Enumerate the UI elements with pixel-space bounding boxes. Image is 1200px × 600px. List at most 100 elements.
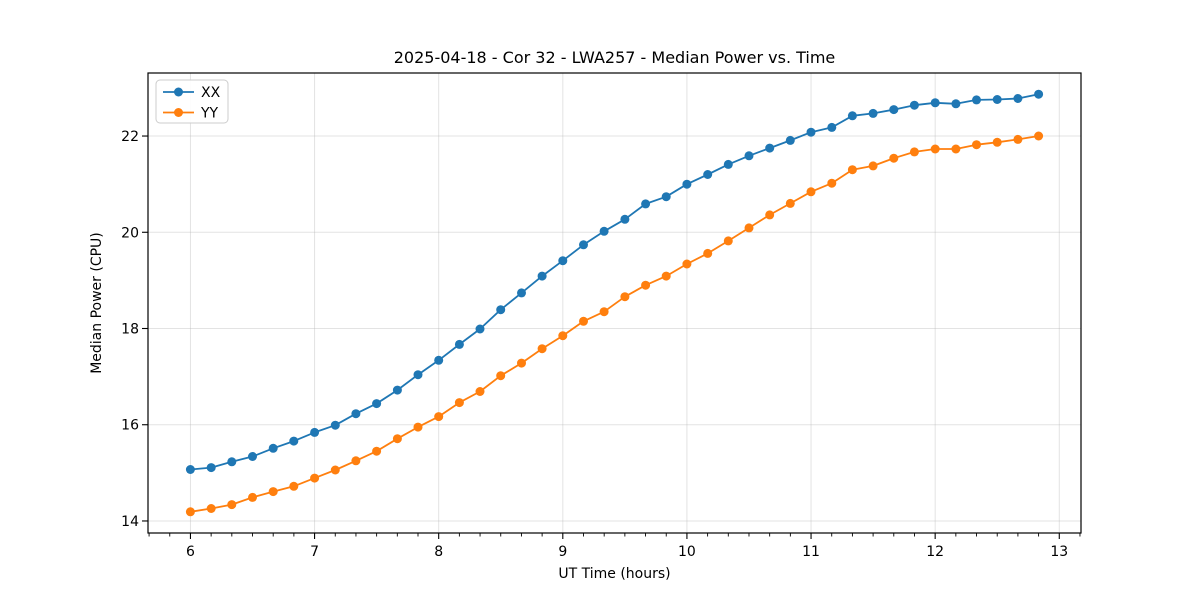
data-point-yy <box>909 147 919 157</box>
data-point-yy <box>330 465 340 475</box>
data-point-yy <box>517 358 526 368</box>
data-point-yy <box>268 487 278 497</box>
data-point-yy <box>289 481 299 491</box>
data-point-xx <box>517 288 526 298</box>
data-point-xx <box>1034 89 1044 99</box>
data-point-xx <box>351 409 361 419</box>
x-tick-label: 6 <box>186 544 195 560</box>
data-point-xx <box>765 143 775 153</box>
data-point-yy <box>185 507 195 517</box>
data-point-xx <box>558 256 568 266</box>
data-point-xx <box>661 192 671 202</box>
data-point-yy <box>599 307 609 317</box>
data-point-xx <box>827 122 837 132</box>
data-point-xx <box>185 465 195 474</box>
y-tick-label: 18 <box>121 322 139 338</box>
data-point-yy <box>806 187 816 197</box>
data-point-xx <box>951 99 961 109</box>
data-point-yy <box>248 492 257 502</box>
x-tick-label: 10 <box>678 544 696 560</box>
data-point-yy <box>785 198 795 208</box>
x-axis-label: UT Time (hours) <box>558 566 670 582</box>
data-point-yy <box>930 144 940 154</box>
data-point-yy <box>434 412 444 422</box>
data-point-xx <box>579 240 588 250</box>
data-point-xx <box>392 385 402 395</box>
x-tick-label: 12 <box>926 544 944 560</box>
data-point-yy <box>413 422 423 432</box>
legend-label: YY <box>200 106 219 122</box>
data-point-yy <box>847 165 857 175</box>
data-point-yy <box>227 500 237 510</box>
data-point-yy <box>372 446 382 456</box>
x-tick-label: 9 <box>558 544 567 560</box>
data-point-yy <box>992 137 1002 147</box>
data-point-yy <box>454 398 464 408</box>
data-point-yy <box>765 210 775 220</box>
data-point-yy <box>558 331 568 341</box>
data-point-xx <box>723 159 733 169</box>
data-point-xx <box>310 427 320 437</box>
data-point-yy <box>868 161 878 171</box>
legend-marker <box>174 108 183 117</box>
chart-title: 2025-04-18 - Cor 32 - LWA257 - Median Po… <box>394 48 836 67</box>
data-point-yy <box>351 456 361 466</box>
data-point-xx <box>599 226 609 236</box>
data-point-yy <box>1013 134 1023 144</box>
data-point-yy <box>206 504 216 513</box>
legend-marker <box>174 87 183 97</box>
data-point-xx <box>268 443 278 453</box>
data-point-xx <box>330 420 340 430</box>
y-tick-label: 16 <box>121 418 139 434</box>
data-point-xx <box>206 463 216 473</box>
data-point-xx <box>703 170 713 179</box>
data-point-xx <box>413 370 423 380</box>
data-point-xx <box>889 105 899 115</box>
data-point-xx <box>227 457 237 467</box>
y-tick-label: 20 <box>121 225 139 241</box>
data-point-yy <box>889 153 899 163</box>
data-point-xx <box>641 199 651 209</box>
data-point-yy <box>310 473 320 483</box>
y-axis-label: Median Power (CPU) <box>89 232 105 374</box>
data-point-yy <box>620 292 630 302</box>
data-point-yy <box>392 434 402 444</box>
data-point-yy <box>661 271 671 281</box>
data-point-xx <box>930 98 940 108</box>
data-point-xx <box>475 324 485 334</box>
data-point-yy <box>827 178 837 188</box>
data-point-xx <box>496 305 506 315</box>
x-tick-label: 11 <box>802 544 820 560</box>
data-point-yy <box>972 140 981 150</box>
data-point-xx <box>806 127 816 137</box>
y-tick-label: 14 <box>121 514 139 530</box>
data-point-xx <box>992 95 1002 104</box>
data-point-xx <box>868 108 878 118</box>
data-point-xx <box>434 355 444 365</box>
x-tick-label: 13 <box>1050 544 1068 560</box>
data-point-yy <box>475 387 485 396</box>
data-point-xx <box>454 339 464 349</box>
series-line-yy <box>189 135 1040 513</box>
data-point-yy <box>682 259 692 269</box>
data-point-yy <box>703 248 713 258</box>
x-tick-label: 7 <box>310 544 319 560</box>
data-point-xx <box>248 452 257 461</box>
data-point-xx <box>372 399 382 409</box>
data-point-xx <box>620 214 630 224</box>
data-point-xx <box>537 271 547 281</box>
legend-label: XX <box>201 85 221 101</box>
data-point-xx <box>289 436 299 446</box>
x-tick-label: 8 <box>434 544 443 560</box>
data-point-xx <box>972 95 981 105</box>
data-point-xx <box>785 135 795 145</box>
data-point-yy <box>951 144 961 154</box>
y-tick-label: 22 <box>121 129 139 145</box>
axes-spines <box>147 72 1082 534</box>
data-point-yy <box>744 223 754 233</box>
data-point-yy <box>723 236 733 246</box>
data-point-yy <box>1034 131 1044 141</box>
data-point-xx <box>682 179 692 189</box>
